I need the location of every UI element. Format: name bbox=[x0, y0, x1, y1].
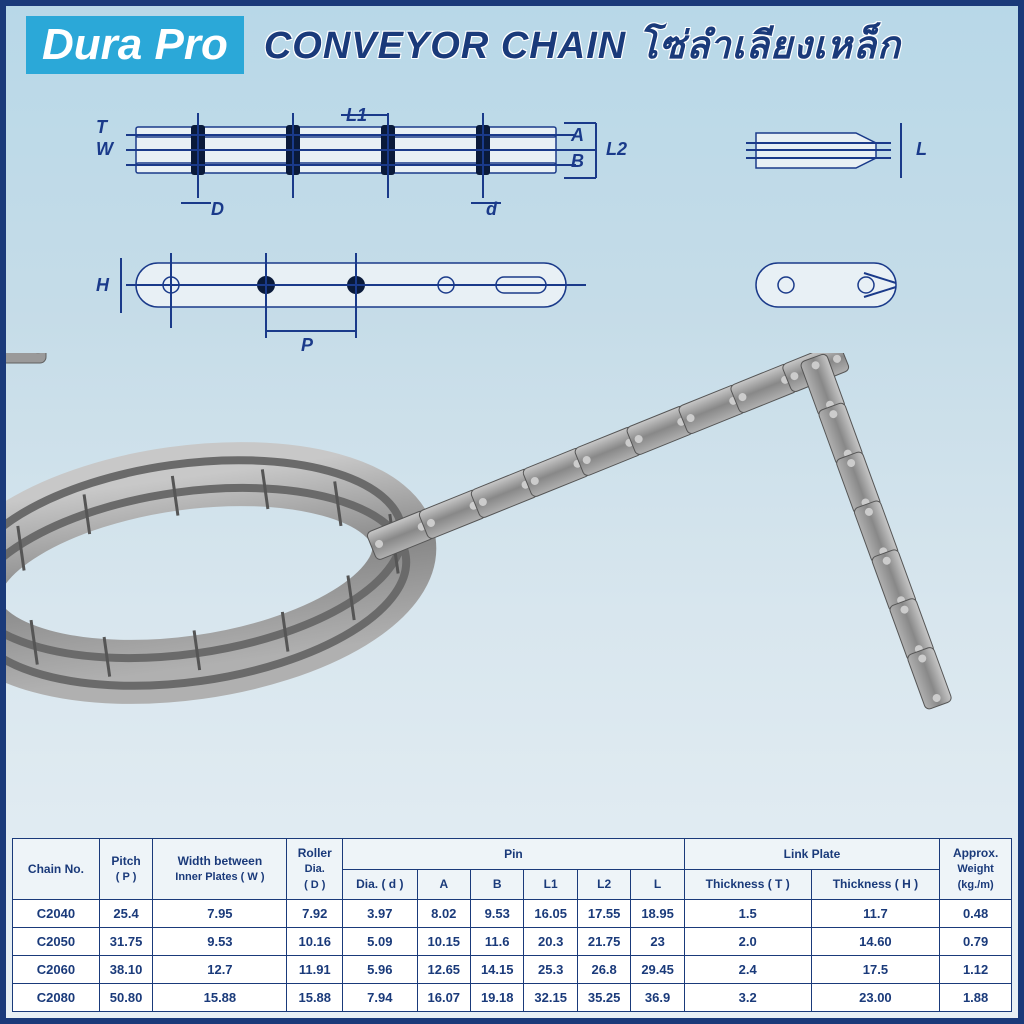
technical-diagram: T W D L1 d A B L2 L bbox=[6, 83, 1018, 353]
cell-d_roller: 15.88 bbox=[287, 984, 343, 1012]
col-width: Width betweenInner Plates ( W ) bbox=[153, 839, 287, 900]
cell-d_pin: 7.94 bbox=[343, 984, 418, 1012]
cell-l: 23 bbox=[631, 928, 684, 956]
cell-t: 2.0 bbox=[684, 928, 811, 956]
page-title: CONVEYOR CHAIN โซ่ลำเลียงเหล็ก bbox=[264, 14, 901, 75]
dim-H: H bbox=[96, 275, 110, 295]
header: Dura Pro CONVEYOR CHAIN โซ่ลำเลียงเหล็ก bbox=[6, 6, 1018, 83]
cell-wt: 0.48 bbox=[940, 900, 1012, 928]
cell-d_roller: 11.91 bbox=[287, 956, 343, 984]
cell-d_roller: 10.16 bbox=[287, 928, 343, 956]
cell-d_pin: 5.09 bbox=[343, 928, 418, 956]
cell-wt: 1.88 bbox=[940, 984, 1012, 1012]
cell-no: C2040 bbox=[13, 900, 100, 928]
col-pin: Pin bbox=[343, 839, 685, 869]
chain-schematic: T W D L1 d A B L2 L bbox=[36, 93, 996, 353]
cell-l2: 35.25 bbox=[577, 984, 630, 1012]
cell-h: 17.5 bbox=[811, 956, 940, 984]
col-l2: L2 bbox=[577, 869, 630, 899]
col-roller: RollerDia.( D ) bbox=[287, 839, 343, 900]
dim-L: L bbox=[916, 139, 927, 159]
cell-l2: 17.55 bbox=[577, 900, 630, 928]
table-row: C206038.1012.711.915.9612.6514.1525.326.… bbox=[13, 956, 1012, 984]
cell-h: 11.7 bbox=[811, 900, 940, 928]
cell-a: 16.07 bbox=[417, 984, 470, 1012]
col-pin-dia: Dia. ( d ) bbox=[343, 869, 418, 899]
cell-t: 3.2 bbox=[684, 984, 811, 1012]
table-row: C205031.759.5310.165.0910.1511.620.321.7… bbox=[13, 928, 1012, 956]
cell-l1: 16.05 bbox=[524, 900, 577, 928]
cell-d_pin: 3.97 bbox=[343, 900, 418, 928]
cell-p: 31.75 bbox=[99, 928, 152, 956]
cell-l: 29.45 bbox=[631, 956, 684, 984]
spec-table: Chain No. Pitch( P ) Width betweenInner … bbox=[12, 838, 1012, 1012]
dim-D: D bbox=[211, 199, 224, 219]
brand-logo: Dura Pro bbox=[26, 16, 244, 74]
dim-P: P bbox=[301, 335, 314, 353]
cell-b: 14.15 bbox=[471, 956, 524, 984]
cell-no: C2080 bbox=[13, 984, 100, 1012]
dim-A: A bbox=[570, 125, 584, 145]
cell-p: 38.10 bbox=[99, 956, 152, 984]
cell-l: 18.95 bbox=[631, 900, 684, 928]
cell-a: 12.65 bbox=[417, 956, 470, 984]
col-thick-h: Thickness ( H ) bbox=[811, 869, 940, 899]
cell-w: 9.53 bbox=[153, 928, 287, 956]
cell-a: 8.02 bbox=[417, 900, 470, 928]
cell-l1: 25.3 bbox=[524, 956, 577, 984]
cell-l1: 32.15 bbox=[524, 984, 577, 1012]
cell-d_pin: 5.96 bbox=[343, 956, 418, 984]
cell-l: 36.9 bbox=[631, 984, 684, 1012]
cell-b: 11.6 bbox=[471, 928, 524, 956]
dim-B: B bbox=[571, 151, 584, 171]
col-pitch: Pitch( P ) bbox=[99, 839, 152, 900]
cell-w: 15.88 bbox=[153, 984, 287, 1012]
cell-l1: 20.3 bbox=[524, 928, 577, 956]
cell-w: 7.95 bbox=[153, 900, 287, 928]
col-b: B bbox=[471, 869, 524, 899]
cell-h: 23.00 bbox=[811, 984, 940, 1012]
col-a: A bbox=[417, 869, 470, 899]
col-linkplate: Link Plate bbox=[684, 839, 939, 869]
cell-no: C2060 bbox=[13, 956, 100, 984]
cell-t: 1.5 bbox=[684, 900, 811, 928]
cell-l2: 21.75 bbox=[577, 928, 630, 956]
col-l: L bbox=[631, 869, 684, 899]
cell-b: 9.53 bbox=[471, 900, 524, 928]
col-thick-t: Thickness ( T ) bbox=[684, 869, 811, 899]
col-l1: L1 bbox=[524, 869, 577, 899]
table-row: C208050.8015.8815.887.9416.0719.1832.153… bbox=[13, 984, 1012, 1012]
cell-w: 12.7 bbox=[153, 956, 287, 984]
cell-h: 14.60 bbox=[811, 928, 940, 956]
chain-link-template bbox=[6, 353, 46, 363]
dim-T: T bbox=[96, 117, 109, 137]
cell-d_roller: 7.92 bbox=[287, 900, 343, 928]
cell-wt: 0.79 bbox=[940, 928, 1012, 956]
cell-no: C2050 bbox=[13, 928, 100, 956]
cell-wt: 1.12 bbox=[940, 956, 1012, 984]
cell-a: 10.15 bbox=[417, 928, 470, 956]
dim-W: W bbox=[96, 139, 115, 159]
chain-photo bbox=[6, 353, 1018, 713]
cell-l2: 26.8 bbox=[577, 956, 630, 984]
cell-t: 2.4 bbox=[684, 956, 811, 984]
cell-p: 25.4 bbox=[99, 900, 152, 928]
col-chain-no: Chain No. bbox=[13, 839, 100, 900]
dim-L2: L2 bbox=[606, 139, 627, 159]
table-row: C204025.47.957.923.978.029.5316.0517.551… bbox=[13, 900, 1012, 928]
cell-p: 50.80 bbox=[99, 984, 152, 1012]
cell-b: 19.18 bbox=[471, 984, 524, 1012]
col-weight: Approx.Weight(kg./m) bbox=[940, 839, 1012, 900]
